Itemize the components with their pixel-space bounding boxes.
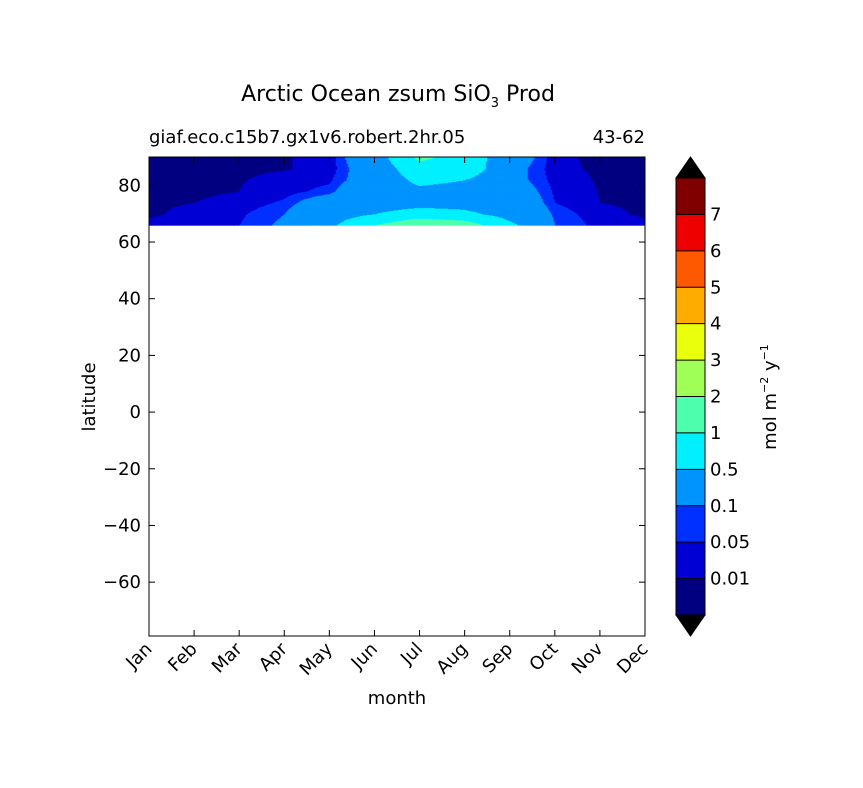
subtitle-right: 43-62 [593, 127, 645, 148]
chart-title-tail: Prod [499, 82, 555, 107]
contour-field [149, 157, 646, 226]
plot-background [149, 157, 645, 636]
chart-title-subscript: 3 [491, 96, 499, 111]
subtitle-left: giaf.eco.c15b7.gx1v6.robert.2hr.05 [149, 127, 465, 148]
chart-title: Arctic Ocean zsum SiO3 Prod [241, 82, 555, 111]
chart-title-main: Arctic Ocean zsum SiO [241, 82, 491, 107]
